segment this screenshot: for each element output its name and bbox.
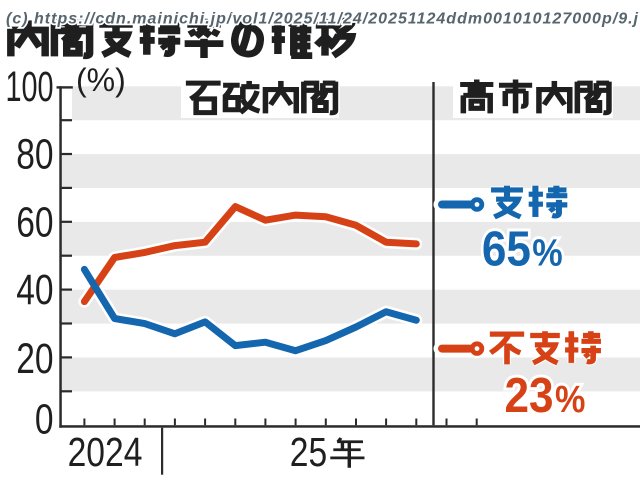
svg-text:(c) https://cdn.mainichi.jp/vo: (c) https://cdn.mainichi.jp/vol1/2025/11… <box>6 11 639 28</box>
svg-text:20: 20 <box>16 335 53 383</box>
svg-text:2024: 2024 <box>68 429 143 475</box>
svg-text:80: 80 <box>16 131 53 179</box>
svg-text:25: 25 <box>290 429 327 475</box>
svg-text:60: 60 <box>16 198 53 246</box>
svg-text:0: 0 <box>35 395 54 443</box>
svg-text:%: % <box>555 377 585 420</box>
svg-text:65: 65 <box>482 222 531 277</box>
svg-text:%: % <box>532 231 562 274</box>
svg-text:(%): (%) <box>76 62 126 98</box>
svg-text:23: 23 <box>505 368 554 423</box>
svg-text:40: 40 <box>16 266 53 314</box>
svg-text:100: 100 <box>5 62 53 110</box>
